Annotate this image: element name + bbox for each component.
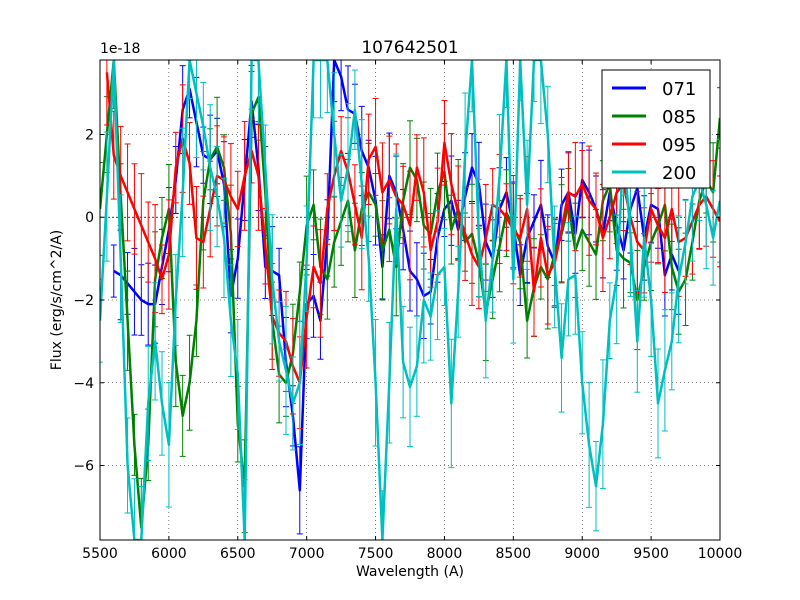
- x-tick-label: 6000: [151, 546, 187, 562]
- ticks: 5500 6000 6500 7000 7500 8000 8500 9000 9500 1000…: [73, 60, 742, 562]
- x-tick-label: 7000: [289, 546, 325, 562]
- error-bar: [537, 60, 544, 125]
- error-bar: [131, 478, 138, 540]
- y-tick-label: 2: [85, 127, 94, 143]
- x-tick-label: 5500: [82, 546, 118, 562]
- x-tick-label: 9500: [633, 546, 669, 562]
- error-bar: [324, 60, 331, 114]
- y-tick-label: −2: [73, 293, 94, 309]
- error-bar: [110, 244, 117, 298]
- y-tick-label: −6: [73, 459, 94, 475]
- series-line-095: [105, 72, 720, 385]
- y-tick-label: 0: [85, 210, 94, 226]
- x-tick-label: 9000: [564, 546, 600, 562]
- x-tick-label: 10000: [698, 546, 743, 562]
- x-tick-label: 6500: [220, 546, 256, 562]
- series-200: [100, 60, 720, 540]
- x-tick-label: 8500: [496, 546, 532, 562]
- plot-area: [100, 60, 720, 540]
- x-tick-label: 7500: [358, 546, 394, 562]
- error-bar: [255, 60, 262, 124]
- series-line-200: [100, 60, 720, 540]
- legend-box: [601, 69, 711, 189]
- y-axis-label: Flux (erg/s/cm^2/A): [49, 230, 65, 370]
- legend-label-085: 085: [662, 107, 696, 128]
- legend-label-095: 095: [662, 135, 696, 156]
- error-bar: [717, 138, 720, 263]
- x-axis-label: Wavelength (A): [356, 564, 464, 580]
- error-bar: [100, 162, 103, 256]
- legend: 071 085 095 200: [601, 69, 711, 189]
- chart-title: 107642501: [361, 38, 458, 58]
- y-tick-label: −4: [73, 376, 94, 392]
- legend-label-071: 071: [662, 79, 696, 100]
- legend-label-200: 200: [662, 163, 696, 184]
- offset-label: 1e-18: [100, 41, 140, 57]
- error-bar: [717, 175, 720, 268]
- x-tick-label: 8000: [427, 546, 463, 562]
